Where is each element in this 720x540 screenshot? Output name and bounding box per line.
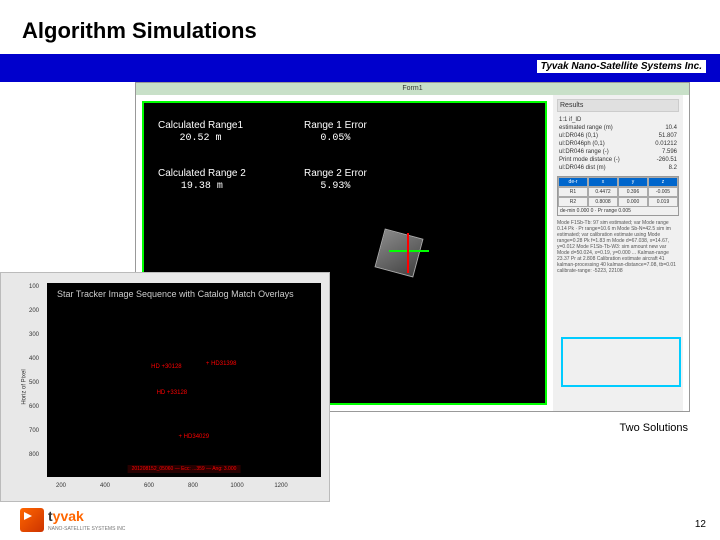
table-header-cell: y [618, 177, 648, 187]
st-title: Star Tracker Image Sequence with Catalog… [47, 283, 321, 299]
range1-value: 20.52 m [158, 132, 243, 145]
st-ytick: 400 [29, 356, 39, 362]
logo-subtitle: NANO-SATELLITE SYSTEMS INC [48, 526, 125, 532]
st-ytick: 800 [29, 452, 39, 458]
star-tracker-plot: Star Tracker Image Sequence with Catalog… [47, 283, 321, 477]
results-row: ul:DR046ph (0,1)0.01212 [557, 140, 679, 148]
results-filename: 1:1 if_ID [557, 116, 679, 124]
star-tracker-window: Horiz of Pixel 100200300400500600700800 … [0, 272, 330, 502]
header-bar: Tyvak Nano-Satellite Systems Inc. [0, 54, 720, 82]
range1-label-block: Calculated Range1 20.52 m [158, 119, 243, 145]
table-cell: 0.000 [618, 197, 648, 207]
star-marker: + HD34029 [179, 434, 210, 440]
range2-label: Calculated Range 2 [158, 168, 246, 179]
st-ytick: 100 [29, 284, 39, 290]
st-ytick: 200 [29, 308, 39, 314]
st-ytick: 600 [29, 404, 39, 410]
window-title: Form1 [402, 85, 422, 92]
logo-text: tyvak [48, 508, 84, 524]
st-xtick: 600 [144, 483, 154, 489]
two-solutions-label: Two Solutions [620, 422, 688, 434]
range1-error-value: 0.05% [304, 132, 367, 145]
table-cell: 0.8008 [588, 197, 618, 207]
range2-value: 19.38 m [158, 180, 246, 193]
range2-error-label: Range 2 Error [304, 168, 367, 179]
table-cell: -0.005 [648, 187, 678, 197]
table-cell: R1 [558, 187, 588, 197]
range1-label: Calculated Range1 [158, 120, 243, 131]
table-header-cell: de-r [558, 177, 588, 187]
results-row: ul:DR046 range (-)7.596 [557, 148, 679, 156]
table-footer: de-min 0.000 0 · Pr range 0.005 [558, 207, 678, 215]
st-xtick: 800 [188, 483, 198, 489]
st-xtick: 400 [100, 483, 110, 489]
table-row: R20.80080.0000.019 [558, 197, 678, 207]
satellite-axis-v [407, 233, 409, 273]
range1-error-block: Range 1 Error 0.05% [304, 119, 367, 145]
filename-text: 1:1 if_ID [559, 117, 581, 123]
results-row: estimated range (m)10.4 [557, 124, 679, 132]
st-ytick: 500 [29, 380, 39, 386]
results-row: ul:DR046 (0,1)51.807 [557, 132, 679, 140]
main-content: Form1 Calculated Range1 20.52 m Range 1 … [0, 82, 720, 502]
results-panel: Results 1:1 if_ID estimated range (m)10.… [553, 95, 683, 411]
table-cell: 0.396 [618, 187, 648, 197]
table-row: R10.44720.396-0.005 [558, 187, 678, 197]
slide-title: Algorithm Simulations [0, 0, 720, 44]
results-row: Print mode distance (-)-260.51 [557, 156, 679, 164]
table-header-cell: x [588, 177, 618, 187]
logo: tyvak NANO-SATELLITE SYSTEMS INC [20, 508, 125, 532]
st-xtick: 1200 [274, 483, 287, 489]
st-ylabel: Horiz of Pixel [22, 369, 28, 404]
range2-label-block: Calculated Range 2 19.38 m [158, 167, 246, 193]
table-cell: R2 [558, 197, 588, 207]
range1-error-label: Range 1 Error [304, 120, 367, 131]
star-marker: HD +33128 [157, 390, 188, 396]
table-header-cell: z [648, 177, 678, 187]
st-xtick: 1000 [230, 483, 243, 489]
results-row: ul:DR046 dist (m)8.2 [557, 164, 679, 172]
satellite-body [375, 229, 424, 278]
results-table: de-rxyz R10.44720.396-0.005R20.80080.000… [557, 176, 679, 216]
satellite-axis-h [389, 250, 429, 252]
range2-error-block: Range 2 Error 5.93% [304, 167, 367, 193]
page-number: 12 [695, 519, 706, 530]
star-marker: + HD31398 [206, 361, 237, 367]
highlight-box [561, 337, 681, 387]
table-cell: 0.4472 [588, 187, 618, 197]
results-title: Results [557, 99, 679, 112]
st-ytick: 700 [29, 428, 39, 434]
table-cell: 0.019 [648, 197, 678, 207]
window-titlebar[interactable]: Form1 [136, 83, 689, 95]
logo-icon [20, 508, 44, 532]
st-overlay-text: 201208152_05060 — Ecc: ...359 — Ang: 3.0… [128, 465, 241, 473]
range2-error-value: 5.93% [304, 180, 367, 193]
satellite-model [364, 218, 434, 288]
star-marker: HD +30128 [151, 364, 182, 370]
results-notes: Mode F1Sb-Tb: 97 sim estimated; var Mode… [557, 220, 679, 274]
st-ytick: 300 [29, 332, 39, 338]
company-name: Tyvak Nano-Satellite Systems Inc. [537, 60, 706, 73]
st-xtick: 200 [56, 483, 66, 489]
